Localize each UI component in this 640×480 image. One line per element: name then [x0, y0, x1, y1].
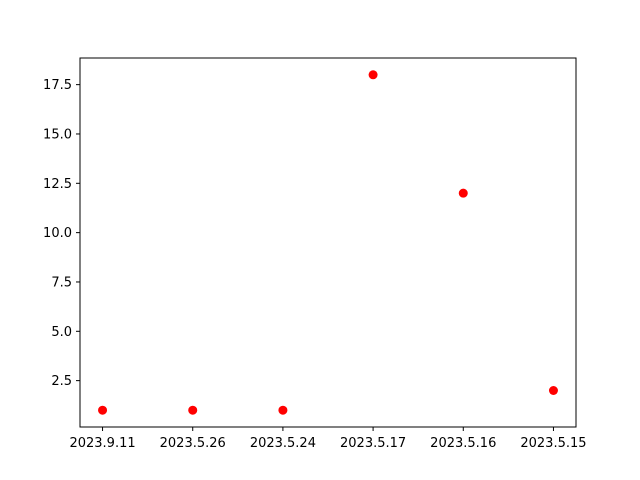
x-tick-label: 2023.5.15	[520, 436, 586, 451]
x-tick-label: 2023.5.17	[340, 436, 406, 451]
data-points	[98, 70, 558, 415]
y-axis: 2.5 5.0 7.5 10.0 12.5 15.0 17.5	[43, 78, 80, 389]
y-tick-label: 17.5	[43, 78, 72, 93]
x-axis: 2023.9.11 2023.5.26 2023.5.24 2023.5.17 2023…	[69, 427, 587, 451]
plot-area	[79, 57, 577, 428]
y-tick-label: 12.5	[43, 177, 72, 192]
x-tick-label: 2023.5.16	[430, 436, 496, 451]
data-point	[98, 405, 108, 415]
data-point	[278, 405, 288, 415]
x-tick-label: 2023.5.26	[160, 436, 226, 451]
y-tick-label: 15.0	[43, 127, 72, 142]
y-tick-label: 2.5	[51, 374, 72, 389]
x-tick-label: 2023.5.24	[250, 436, 316, 451]
data-point	[188, 405, 198, 415]
axes-frame	[79, 57, 577, 428]
data-point	[548, 385, 558, 395]
data-point	[368, 70, 378, 80]
data-point	[458, 188, 468, 198]
y-tick-label: 5.0	[51, 325, 72, 340]
y-tick-label: 10.0	[43, 226, 72, 241]
y-tick-label: 7.5	[51, 275, 72, 290]
x-tick-label: 2023.9.11	[69, 436, 135, 451]
